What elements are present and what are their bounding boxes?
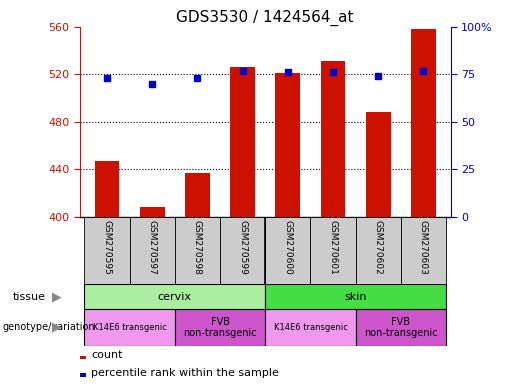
Text: GSM270599: GSM270599 — [238, 220, 247, 275]
Text: FVB
non-transgenic: FVB non-transgenic — [183, 316, 257, 338]
Text: GSM270602: GSM270602 — [374, 220, 383, 275]
Bar — [185, 173, 210, 217]
Text: GSM270601: GSM270601 — [329, 220, 337, 275]
Bar — [84, 309, 175, 346]
Bar — [84, 284, 265, 309]
Text: GSM270597: GSM270597 — [148, 220, 157, 275]
Bar — [401, 217, 446, 284]
Bar — [230, 67, 255, 217]
Text: FVB
non-transgenic: FVB non-transgenic — [364, 316, 438, 338]
Text: tissue: tissue — [13, 291, 46, 302]
Bar — [265, 284, 446, 309]
Bar — [411, 29, 436, 217]
Bar — [366, 113, 391, 217]
Text: GSM270603: GSM270603 — [419, 220, 428, 275]
Title: GDS3530 / 1424564_at: GDS3530 / 1424564_at — [177, 9, 354, 25]
Bar — [356, 217, 401, 284]
Text: ▶: ▶ — [52, 290, 61, 303]
Text: cervix: cervix — [158, 291, 192, 302]
Bar — [140, 207, 165, 217]
Text: K14E6 transgenic: K14E6 transgenic — [93, 323, 166, 332]
Bar — [321, 61, 346, 217]
Bar — [130, 217, 175, 284]
Bar — [356, 309, 446, 346]
Text: count: count — [91, 350, 123, 360]
Bar — [175, 217, 220, 284]
Bar — [95, 161, 119, 217]
Text: GSM270595: GSM270595 — [102, 220, 111, 275]
Text: skin: skin — [345, 291, 367, 302]
Bar — [265, 309, 356, 346]
Bar — [220, 217, 265, 284]
Bar — [84, 217, 130, 284]
Bar — [175, 309, 265, 346]
Text: genotype/variation: genotype/variation — [3, 322, 95, 333]
Text: K14E6 transgenic: K14E6 transgenic — [273, 323, 348, 332]
Bar — [265, 217, 311, 284]
Text: percentile rank within the sample: percentile rank within the sample — [91, 367, 279, 377]
Bar — [311, 217, 356, 284]
Text: GSM270600: GSM270600 — [283, 220, 293, 275]
Text: GSM270598: GSM270598 — [193, 220, 202, 275]
Bar — [276, 73, 300, 217]
Text: ▶: ▶ — [52, 321, 61, 334]
